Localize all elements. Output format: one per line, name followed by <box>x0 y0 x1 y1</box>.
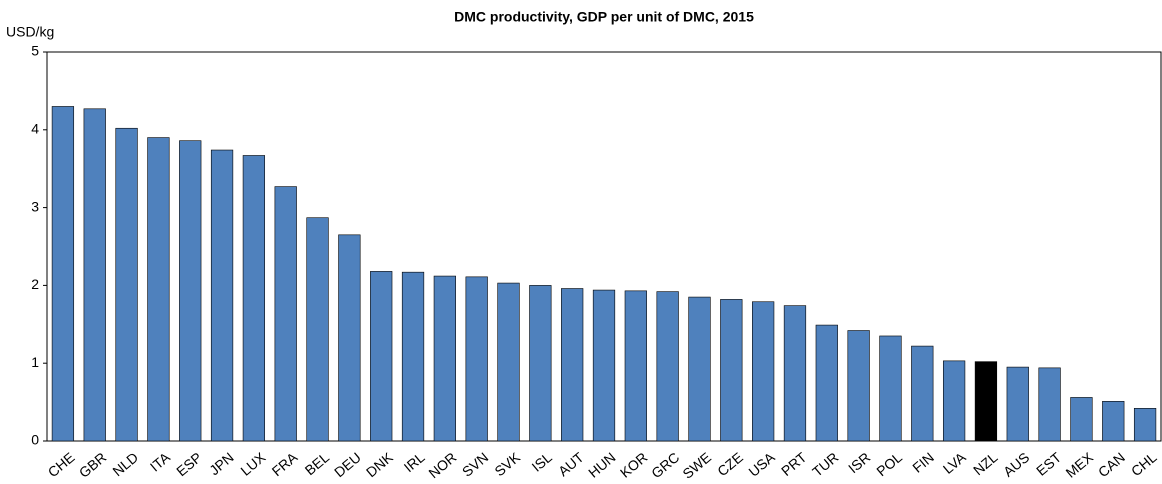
x-tick-label: CHE <box>45 449 78 480</box>
bar <box>847 330 870 442</box>
bar <box>1133 408 1157 442</box>
y-tick-label: 5 <box>31 43 39 59</box>
bar <box>1102 401 1125 442</box>
bar <box>242 155 266 442</box>
bar <box>465 276 488 442</box>
bar <box>274 186 297 442</box>
bar <box>1038 367 1061 442</box>
x-tick-label: GRC <box>648 449 682 481</box>
x-tick-label: EST <box>1033 449 1064 479</box>
x-tick-label: SWE <box>679 449 714 482</box>
x-tick-label: NLD <box>109 449 141 479</box>
bar <box>306 217 329 442</box>
bar <box>210 149 234 442</box>
x-tick-label: DNK <box>363 449 396 481</box>
bar <box>433 275 456 442</box>
bar <box>147 137 170 442</box>
bar <box>497 282 520 442</box>
bar <box>338 234 361 442</box>
x-tick-label: CZE <box>714 449 746 479</box>
chart-title: DMC productivity, GDP per unit of DMC, 2… <box>454 9 754 25</box>
bar <box>401 271 425 442</box>
y-tick-label: 3 <box>31 198 39 214</box>
x-tick-label: ISL <box>529 449 556 475</box>
x-tick-label: POL <box>873 449 905 479</box>
x-tick-label: IRL <box>401 449 428 475</box>
bar <box>561 288 584 442</box>
x-tick-label: AUS <box>1000 449 1032 480</box>
bar <box>179 140 202 442</box>
bar <box>51 106 75 442</box>
x-tick-label: DEU <box>331 449 364 480</box>
bar <box>624 290 647 442</box>
bar <box>752 301 775 442</box>
x-tick-label: CAN <box>1095 449 1128 480</box>
y-tick-label: 0 <box>31 432 39 448</box>
x-tick-label: GBR <box>76 449 110 481</box>
x-tick-label: FIN <box>909 449 937 476</box>
bar <box>592 289 616 442</box>
bar <box>783 305 807 442</box>
y-axis-label: USD/kg <box>6 24 54 40</box>
bar <box>688 296 711 442</box>
bar <box>656 291 679 442</box>
bar <box>1006 366 1029 442</box>
x-tick-label: NZL <box>970 449 1001 478</box>
bar <box>115 127 138 442</box>
x-tick-label: MEX <box>1063 449 1097 481</box>
x-tick-label: ESP <box>173 449 205 479</box>
bar <box>370 271 393 442</box>
y-tick-label: 2 <box>31 276 39 292</box>
x-tick-label: SVN <box>459 449 491 480</box>
x-tick-label: PRT <box>778 449 810 479</box>
bar <box>942 360 966 442</box>
x-tick-label: SVK <box>491 449 523 480</box>
bar <box>529 285 552 442</box>
bar <box>83 108 106 442</box>
x-tick-label: JPN <box>206 449 237 478</box>
x-tick-label: BEL <box>302 449 333 478</box>
x-tick-label: LUX <box>237 449 269 479</box>
x-tick-label: HUN <box>585 449 619 481</box>
bar <box>815 324 838 442</box>
x-tick-label: LVA <box>940 449 969 477</box>
x-tick-label: AUT <box>555 449 587 480</box>
y-tick-label: 1 <box>31 354 39 370</box>
bar <box>911 345 934 442</box>
y-tick-label: 4 <box>31 121 39 137</box>
bar <box>1070 397 1093 442</box>
bar <box>879 335 902 442</box>
x-tick-label: ISR <box>845 449 873 476</box>
x-tick-label: CHL <box>1128 449 1160 479</box>
x-tick-label: TUR <box>809 449 841 480</box>
x-tick-label: KOR <box>617 449 651 481</box>
x-tick-label: NOR <box>425 449 459 481</box>
bar <box>720 299 743 442</box>
x-tick-label: FRA <box>269 449 301 480</box>
bar <box>974 361 998 442</box>
x-tick-label: ITA <box>147 449 174 475</box>
x-tick-label: USA <box>745 449 778 480</box>
